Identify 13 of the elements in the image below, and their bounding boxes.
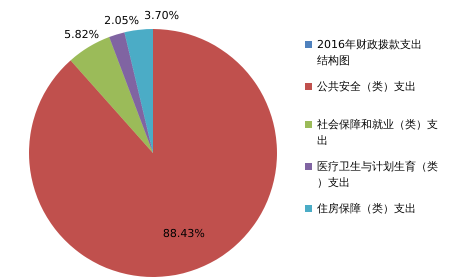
legend-label: 医疗卫生与计划生育（类）支出 xyxy=(317,160,438,190)
legend-label: 社会保障和就业（类）支出 xyxy=(317,118,438,148)
legend-label: 公共安全（类）支出 xyxy=(317,80,416,94)
data-label: 88.43% xyxy=(162,227,205,240)
legend-label: 2016年财政拨款支出结构图 xyxy=(317,38,422,68)
pie-slice xyxy=(124,29,153,153)
pie-slice xyxy=(29,29,277,277)
pie-slice xyxy=(109,32,153,153)
data-label: 5.82% xyxy=(64,28,100,41)
pie-slice xyxy=(70,37,153,153)
legend-label: 住房保障（类）支出 xyxy=(317,202,416,216)
data-label: 3.70% xyxy=(144,8,180,22)
data-label: 2.05% xyxy=(104,14,140,28)
